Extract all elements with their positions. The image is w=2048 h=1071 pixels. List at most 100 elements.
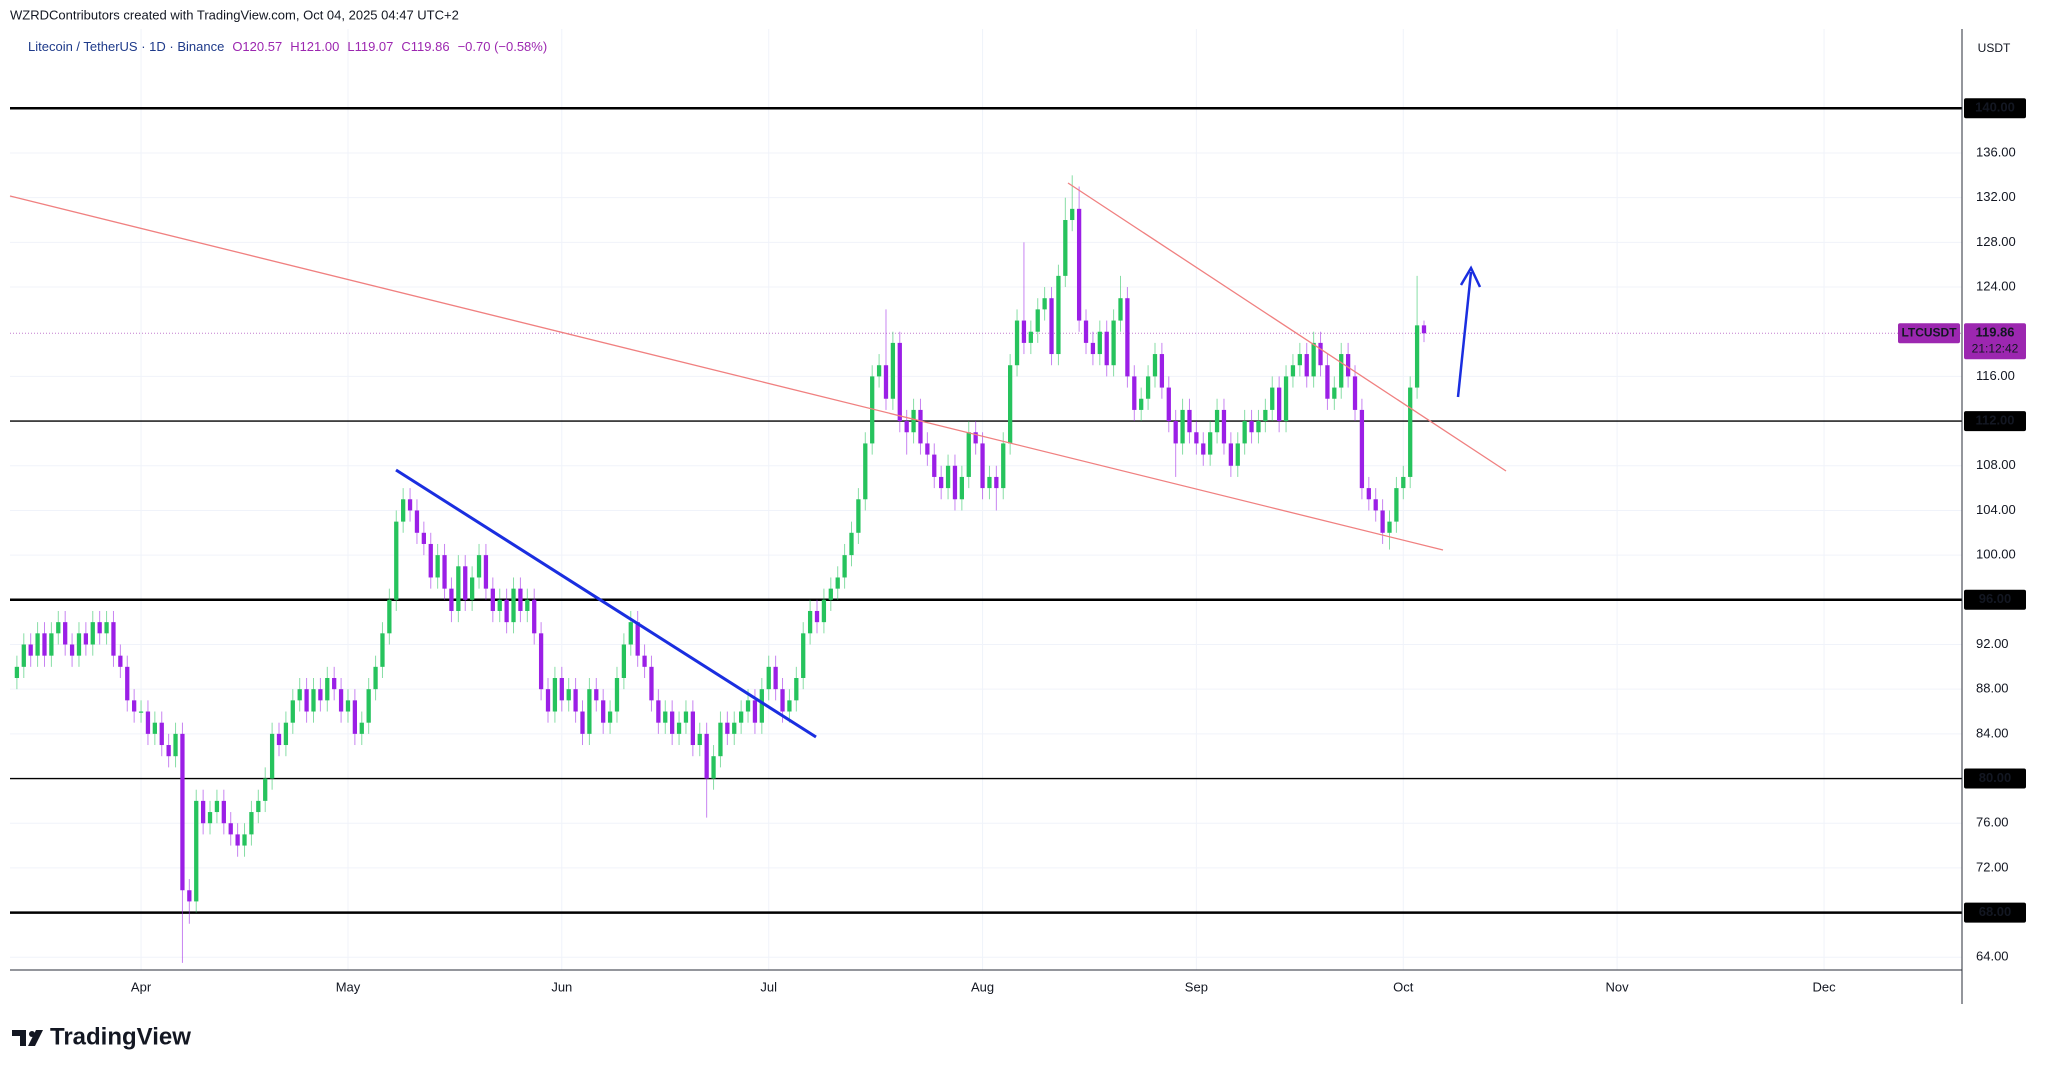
candle-body: [1083, 320, 1089, 343]
x-tick-label: Dec: [1812, 979, 1836, 994]
candle-body: [228, 823, 233, 835]
candle-body: [1159, 354, 1165, 388]
ohlc-value: −0.70 (−0.58%): [458, 39, 548, 54]
y-tick-label: 100.00: [1976, 547, 2016, 562]
candle-body: [1214, 409, 1220, 433]
candle-body: [132, 700, 137, 712]
candle-body: [904, 421, 909, 433]
candle-body: [601, 700, 606, 723]
candle-body: [352, 700, 358, 734]
candle-body: [628, 622, 633, 645]
candle-body: [290, 700, 295, 723]
candle-body: [897, 342, 902, 422]
y-tick-label: 136.00: [1976, 144, 2016, 159]
candle-body: [683, 711, 689, 723]
level-tag: [1964, 98, 2026, 119]
candle-body: [1070, 208, 1075, 221]
ohlc-value: C119.86: [401, 39, 449, 54]
candle-body: [587, 689, 592, 734]
candle-body: [773, 666, 778, 690]
candle-body: [1180, 409, 1185, 444]
candle-body: [490, 588, 495, 611]
brand: TradingView: [50, 1023, 191, 1050]
candle-body: [380, 633, 385, 667]
price-label: 119.86: [1975, 325, 2014, 340]
candle-body: [1345, 354, 1351, 377]
candle-body: [580, 711, 585, 734]
candle-body: [511, 588, 516, 623]
level-tag: [1964, 768, 2026, 789]
candle-body: [559, 678, 564, 701]
candle-body: [221, 800, 226, 824]
candle-body: [794, 678, 799, 701]
candle-body: [1394, 488, 1399, 522]
candle-body: [690, 711, 695, 746]
candle-body: [90, 622, 95, 645]
candle-body: [152, 722, 157, 734]
candle-body: [821, 599, 827, 623]
candle-body: [863, 443, 868, 500]
candle-body: [242, 834, 247, 846]
candle-body: [752, 700, 758, 723]
candle-body: [697, 733, 702, 746]
trendline: [9, 195, 1444, 551]
candle-body: [1408, 387, 1413, 477]
candle-body: [214, 800, 220, 813]
candle-body: [1290, 365, 1296, 377]
candle-body: [332, 678, 337, 690]
candle-body: [925, 443, 930, 455]
candle-body: [518, 588, 523, 611]
candle-body: [297, 689, 302, 701]
candle-body: [959, 476, 964, 500]
candle-body: [76, 633, 82, 656]
x-tick-label: Jul: [760, 979, 777, 994]
axis-unit: USDT: [1978, 41, 2011, 55]
candle-body: [118, 655, 123, 667]
candle-body: [994, 476, 999, 489]
candle-body: [359, 722, 364, 734]
candle-body: [1366, 488, 1371, 500]
candle-body: [766, 666, 771, 690]
level-label: 68.00: [1979, 904, 2012, 919]
symbol-line: Litecoin / TetherUS · 1D · Binance: [28, 39, 224, 54]
candle-body: [28, 644, 33, 656]
candle-body: [256, 800, 261, 813]
candle-body: [939, 476, 944, 489]
candle-body: [276, 733, 282, 746]
candle-body: [1242, 421, 1247, 444]
candle-body: [207, 812, 213, 824]
candle-body: [249, 812, 254, 835]
candle-body: [814, 610, 820, 623]
candle-body: [1090, 342, 1096, 355]
candle-body: [952, 465, 958, 500]
level-tag: [1964, 902, 2026, 923]
candle-body: [1359, 409, 1365, 489]
candle-body: [166, 745, 171, 757]
candle-body: [1263, 409, 1268, 422]
candle-body: [890, 342, 896, 399]
y-tick-label: 128.00: [1976, 234, 2016, 249]
candle-body: [525, 599, 530, 611]
drawings: [9, 182, 1507, 739]
candle-body: [483, 555, 489, 589]
candle-body: [1270, 387, 1275, 410]
candle-body: [435, 555, 440, 578]
candle-body: [1414, 325, 1420, 388]
candle-body: [449, 588, 454, 611]
candle-body: [1008, 365, 1013, 444]
y-tick-label: 88.00: [1976, 681, 2009, 696]
x-tick-label: Oct: [1393, 979, 1414, 994]
candle-body: [1063, 220, 1068, 276]
candle-body: [642, 655, 647, 667]
y-tick-label: 64.00: [1976, 949, 2009, 964]
candle-body: [670, 711, 675, 734]
y-tick-label: 84.00: [1976, 725, 2009, 740]
ohlc-value: O120.57: [232, 39, 282, 54]
candle-body: [849, 532, 854, 556]
x-tick-label: May: [336, 979, 361, 994]
x-tick-label: Sep: [1185, 979, 1208, 994]
candle-body: [269, 733, 275, 779]
trendline: [1067, 182, 1507, 472]
symbol-label: LTCUSDT: [1901, 325, 1957, 339]
